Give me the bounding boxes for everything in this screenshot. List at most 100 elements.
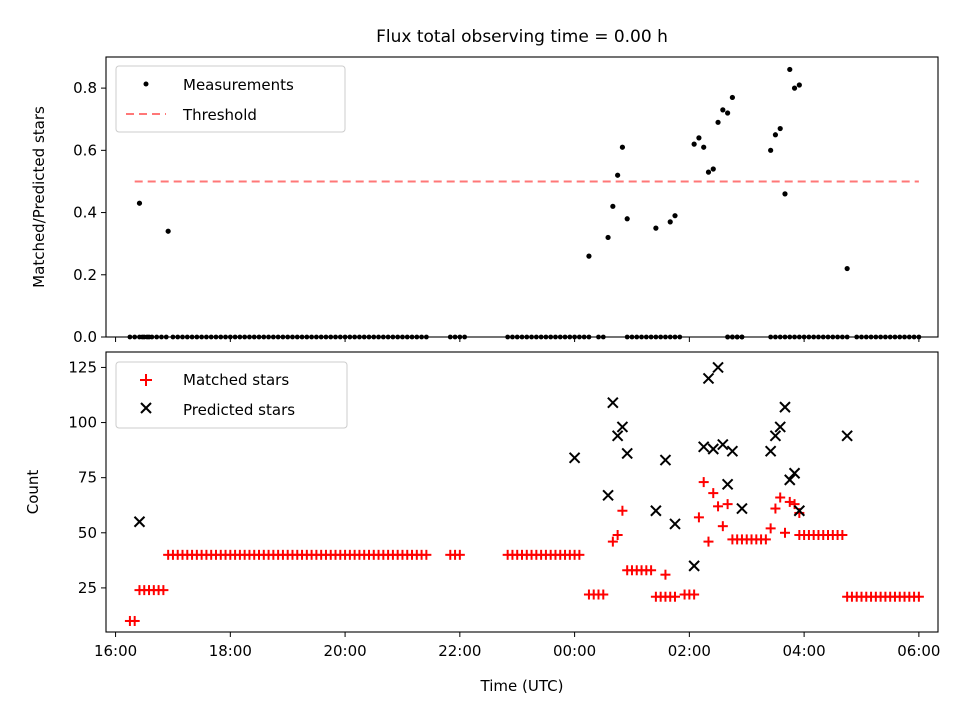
- measurement-point: [586, 334, 592, 340]
- bottom-ytick-label: 125: [68, 358, 97, 376]
- measurement-point: [572, 334, 577, 340]
- predicted-star-point: [712, 361, 724, 374]
- bottom-xtick-label: 04:00: [782, 642, 825, 660]
- legend-matched-marker: [140, 374, 152, 386]
- measurement-point: [318, 334, 324, 340]
- matched-star-point: [770, 503, 781, 514]
- top-ytick-label: 0.6: [73, 141, 97, 159]
- measurement-point: [562, 334, 568, 340]
- legend-matched-label: Matched stars: [183, 371, 289, 389]
- matched-star-point: [646, 565, 657, 576]
- bottom-legend-box: [115, 361, 348, 429]
- measurement-point: [328, 334, 334, 340]
- measurement-point: [782, 334, 788, 340]
- predicted-star-point: [568, 452, 581, 464]
- predicted-star-point: [764, 445, 777, 457]
- measurement-point: [839, 334, 845, 340]
- measurement-point: [667, 334, 673, 340]
- measurement-point: [892, 334, 898, 340]
- measurement-point: [270, 334, 276, 340]
- measurement-point: [299, 334, 305, 340]
- measurement-point: [878, 334, 884, 340]
- measurement-point: [897, 334, 903, 340]
- measurement-point: [261, 334, 267, 340]
- measurement-point: [543, 334, 549, 340]
- measurement-point: [643, 334, 649, 340]
- predicted-star-point: [841, 430, 853, 442]
- measurement-point: [337, 334, 343, 340]
- matched-star-point: [598, 589, 609, 600]
- bottom-xtick-label: 16:00: [94, 642, 137, 660]
- measurement-point: [266, 334, 271, 340]
- predicted-star-point: [616, 421, 629, 433]
- matched-star-point: [760, 534, 771, 545]
- matched-star-point: [775, 492, 786, 503]
- measurement-point: [251, 334, 257, 340]
- matched-star-point: [784, 496, 795, 507]
- measurement-point: [247, 334, 252, 340]
- measurement-point: [720, 107, 726, 113]
- measurement-point: [342, 334, 348, 340]
- measurement-point: [648, 334, 654, 340]
- top-ytick-label: 0.8: [73, 79, 97, 97]
- bottom-xtick-label: 20:00: [323, 642, 366, 660]
- measurement-point: [773, 334, 778, 340]
- measurement-point: [256, 334, 262, 340]
- bottom-xlabel: Time (UTC): [480, 677, 564, 695]
- predicted-star-point: [774, 421, 786, 433]
- top-ytick-label: 0.4: [73, 204, 97, 222]
- legend-measurements-label: Measurements: [183, 76, 294, 94]
- measurement-point: [725, 334, 731, 340]
- measurement-point: [165, 228, 171, 234]
- predicted-star-point: [697, 441, 710, 453]
- bottom-xtick-label: 06:00: [897, 642, 940, 660]
- measurement-point: [768, 147, 774, 153]
- measurement-point: [729, 94, 735, 101]
- measurement-point: [333, 334, 338, 340]
- predicted-star-point: [769, 430, 782, 442]
- bottom-xtick-label: 22:00: [438, 642, 481, 660]
- predicted-star-point: [611, 430, 624, 442]
- predicted-star-point: [793, 505, 806, 517]
- measurement-point: [667, 219, 673, 225]
- measurement-point: [510, 334, 515, 340]
- predicted-star-point: [788, 467, 801, 479]
- measurement-point: [208, 334, 214, 340]
- matched-star-point: [703, 536, 714, 547]
- measurement-point: [189, 334, 195, 340]
- predicted-star-point: [736, 502, 748, 515]
- measurement-point: [619, 144, 626, 150]
- legend-measurements-marker: [143, 81, 149, 87]
- top-legend: Measurements Threshold: [115, 65, 346, 133]
- top-ytick-label: 0.2: [73, 266, 97, 284]
- measurement-point: [136, 200, 143, 206]
- measurement-point: [605, 234, 611, 241]
- matched-star-point: [617, 505, 628, 516]
- measurement-point: [533, 334, 539, 340]
- measurement-point: [696, 135, 702, 141]
- measurement-point: [629, 334, 635, 340]
- bottom-axes-frame: [105, 351, 939, 633]
- measurement-point: [863, 334, 869, 340]
- measurement-point: [400, 334, 405, 340]
- measurement-point: [149, 334, 155, 340]
- measurement-point: [232, 334, 238, 340]
- measurement-point: [423, 334, 429, 340]
- measurement-point: [610, 203, 616, 209]
- measurement-point: [538, 334, 544, 340]
- measurement-point: [873, 334, 879, 340]
- measurement-point: [127, 334, 133, 340]
- measurement-point: [462, 334, 468, 340]
- matched-star-point: [779, 527, 790, 538]
- measurement-point: [653, 225, 659, 231]
- measurement-point: [163, 334, 169, 340]
- matched-star-point: [789, 499, 800, 510]
- measurement-point: [313, 334, 319, 340]
- measurement-point: [180, 334, 185, 340]
- measurement-point: [658, 334, 664, 340]
- measurement-point: [906, 334, 912, 340]
- measurement-point: [352, 334, 358, 340]
- bottom-ytick-label: 100: [68, 414, 97, 432]
- bottom-ylabel: Count: [24, 470, 42, 515]
- matched-star-point: [607, 536, 618, 547]
